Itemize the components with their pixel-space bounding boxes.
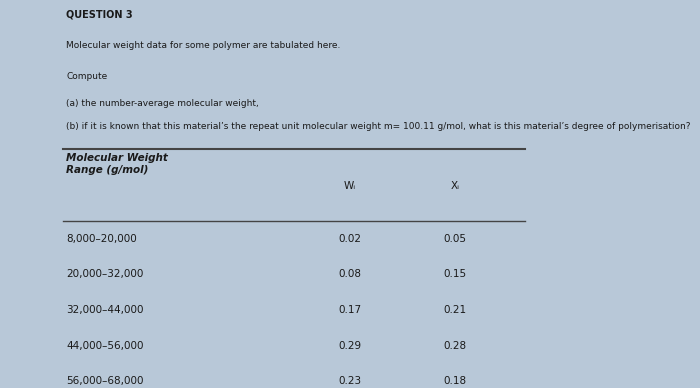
Text: Molecular weight data for some polymer are tabulated here.: Molecular weight data for some polymer a… <box>66 41 341 50</box>
Text: Molecular Weight
Range (g/mol): Molecular Weight Range (g/mol) <box>66 153 169 175</box>
Text: 0.23: 0.23 <box>338 376 362 386</box>
Text: 44,000–56,000: 44,000–56,000 <box>66 341 144 351</box>
Text: QUESTION 3: QUESTION 3 <box>66 10 133 20</box>
Text: Xᵢ: Xᵢ <box>451 181 459 191</box>
Text: (b) if it is known that this material’s the repeat unit molecular weight m= 100.: (b) if it is known that this material’s … <box>66 122 691 131</box>
Text: 0.05: 0.05 <box>444 234 466 244</box>
Text: 20,000–32,000: 20,000–32,000 <box>66 269 144 279</box>
Text: 8,000–20,000: 8,000–20,000 <box>66 234 137 244</box>
Text: 0.17: 0.17 <box>338 305 362 315</box>
Text: 32,000–44,000: 32,000–44,000 <box>66 305 144 315</box>
Text: Compute: Compute <box>66 72 108 81</box>
Text: 0.08: 0.08 <box>339 269 361 279</box>
Text: (a) the number-average molecular weight,: (a) the number-average molecular weight, <box>66 99 259 108</box>
Text: 0.18: 0.18 <box>443 376 467 386</box>
Text: 56,000–68,000: 56,000–68,000 <box>66 376 144 386</box>
Text: 0.29: 0.29 <box>338 341 362 351</box>
Text: Wᵢ: Wᵢ <box>344 181 356 191</box>
Text: 0.02: 0.02 <box>339 234 361 244</box>
Text: 0.28: 0.28 <box>443 341 467 351</box>
Text: 0.15: 0.15 <box>443 269 467 279</box>
Text: 0.21: 0.21 <box>443 305 467 315</box>
